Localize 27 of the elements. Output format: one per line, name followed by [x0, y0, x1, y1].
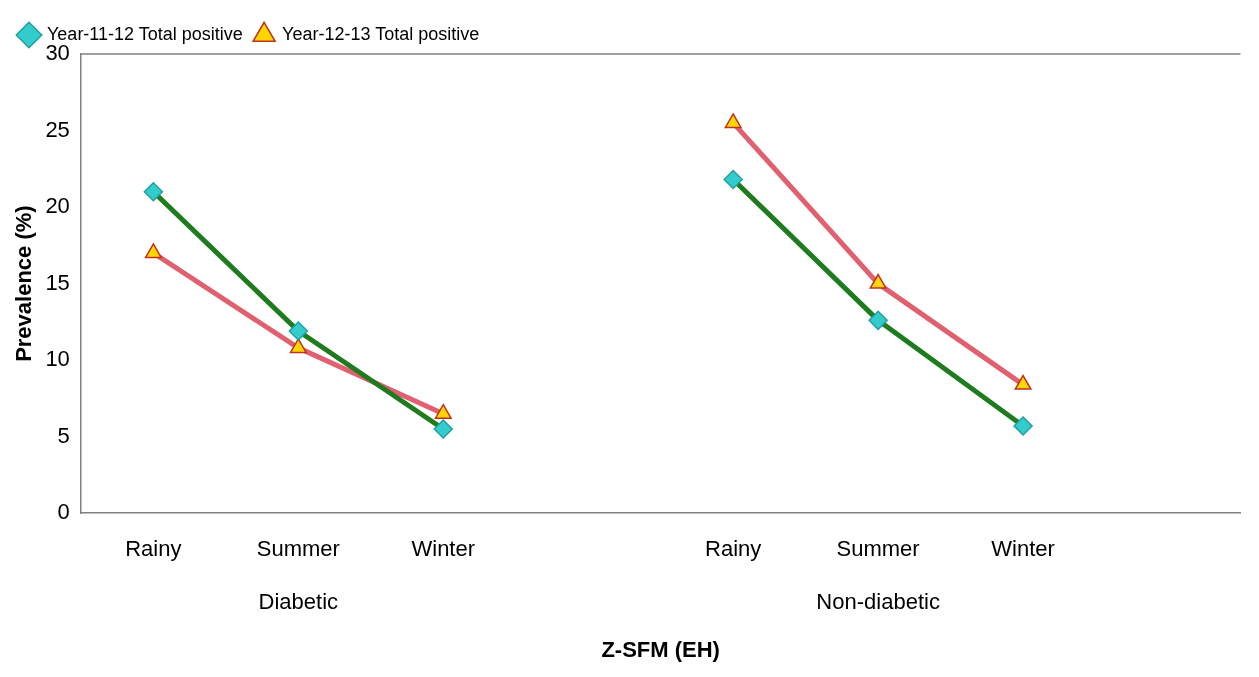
y-tick-label: 20 [45, 193, 70, 219]
x-tick-label: Summer [836, 536, 920, 562]
x-tick-label: Summer [256, 536, 340, 562]
x-tick-label: Winter [991, 536, 1055, 562]
point [289, 338, 307, 354]
point [288, 321, 309, 341]
y-tick-label: 15 [45, 269, 70, 295]
x-axis-title: Z-SFM (EH) [601, 636, 720, 662]
point [723, 169, 743, 190]
y-axis-title: Prevalence (%) [11, 205, 37, 362]
y-tick-label: 5 [57, 422, 70, 448]
text: Non-diabetic [816, 589, 940, 615]
point [1013, 416, 1033, 436]
point [724, 113, 742, 129]
y-tick-label: 0 [57, 499, 70, 525]
point [143, 182, 164, 202]
x-tick-label: Rainy [125, 536, 182, 562]
point [868, 310, 888, 331]
point [144, 243, 162, 259]
x-tick-label: Winter [411, 536, 476, 562]
y-tick-label: 10 [45, 346, 70, 372]
point [433, 419, 454, 439]
y-tick-label: 25 [45, 116, 70, 142]
x-tick-label: Rainy [705, 536, 762, 562]
text: Diabetic [258, 589, 339, 615]
point [869, 273, 887, 289]
legend-label: Year-12-13 Total positive [282, 23, 480, 44]
